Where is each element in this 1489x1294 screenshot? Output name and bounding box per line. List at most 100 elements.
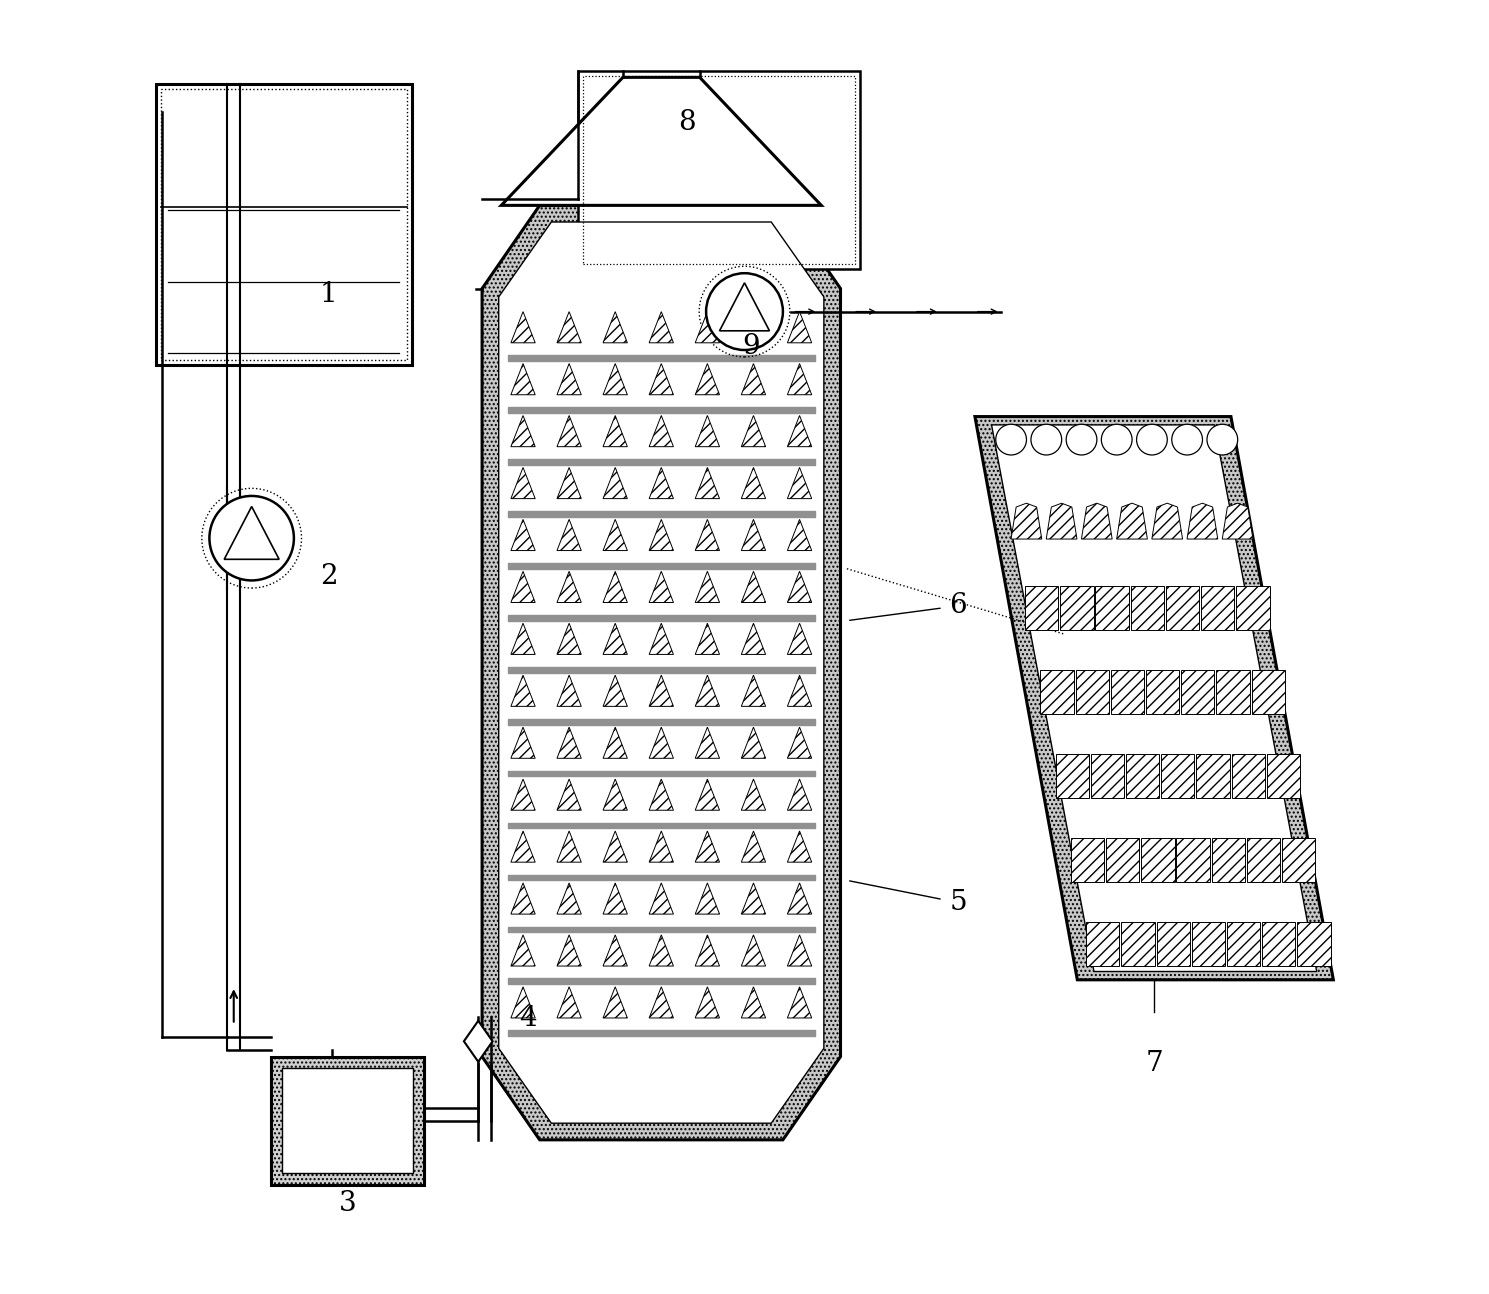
Polygon shape: [1202, 586, 1234, 629]
Polygon shape: [1011, 503, 1042, 540]
Polygon shape: [742, 987, 765, 1018]
Polygon shape: [603, 467, 627, 498]
Bar: [283, 1068, 412, 1174]
Circle shape: [1030, 424, 1062, 455]
Circle shape: [1172, 424, 1203, 455]
Polygon shape: [1282, 839, 1315, 881]
Polygon shape: [695, 934, 719, 967]
Polygon shape: [788, 415, 812, 446]
Polygon shape: [1231, 754, 1264, 797]
Polygon shape: [788, 519, 812, 550]
Circle shape: [706, 273, 783, 349]
Polygon shape: [649, 415, 673, 446]
Polygon shape: [742, 934, 765, 967]
Polygon shape: [557, 883, 581, 914]
Polygon shape: [649, 987, 673, 1018]
Polygon shape: [1147, 670, 1179, 713]
Polygon shape: [742, 675, 765, 707]
Polygon shape: [557, 467, 581, 498]
Polygon shape: [1096, 586, 1129, 629]
Text: 1: 1: [320, 282, 338, 308]
Polygon shape: [511, 519, 535, 550]
Polygon shape: [603, 727, 627, 758]
Polygon shape: [1222, 503, 1252, 540]
Polygon shape: [1236, 586, 1270, 629]
Polygon shape: [557, 675, 581, 707]
Polygon shape: [1191, 923, 1225, 965]
Polygon shape: [1085, 923, 1120, 965]
Polygon shape: [603, 519, 627, 550]
Polygon shape: [742, 415, 765, 446]
Polygon shape: [1152, 503, 1182, 540]
Polygon shape: [695, 364, 719, 395]
Polygon shape: [649, 519, 673, 550]
Polygon shape: [603, 987, 627, 1018]
Polygon shape: [719, 283, 770, 331]
Polygon shape: [992, 424, 1316, 972]
Polygon shape: [557, 831, 581, 862]
Polygon shape: [1161, 754, 1194, 797]
Polygon shape: [649, 572, 673, 603]
Polygon shape: [511, 831, 535, 862]
Polygon shape: [1252, 670, 1285, 713]
Polygon shape: [511, 364, 535, 395]
Polygon shape: [788, 779, 812, 810]
Polygon shape: [1111, 670, 1144, 713]
Circle shape: [996, 424, 1026, 455]
Polygon shape: [649, 883, 673, 914]
Polygon shape: [603, 364, 627, 395]
Polygon shape: [225, 506, 278, 559]
Polygon shape: [695, 467, 719, 498]
Text: 2: 2: [320, 563, 338, 590]
Polygon shape: [695, 987, 719, 1018]
Polygon shape: [1267, 754, 1300, 797]
Polygon shape: [557, 312, 581, 343]
Polygon shape: [557, 727, 581, 758]
Bar: [578, 71, 859, 269]
Text: 6: 6: [950, 591, 966, 619]
Polygon shape: [1227, 923, 1260, 965]
Polygon shape: [649, 467, 673, 498]
Polygon shape: [695, 675, 719, 707]
Polygon shape: [695, 883, 719, 914]
Polygon shape: [649, 364, 673, 395]
Polygon shape: [603, 675, 627, 707]
Polygon shape: [603, 779, 627, 810]
Polygon shape: [1166, 586, 1199, 629]
Polygon shape: [557, 624, 581, 655]
Polygon shape: [1081, 503, 1112, 540]
Polygon shape: [788, 883, 812, 914]
Text: 4: 4: [520, 1004, 538, 1031]
Polygon shape: [649, 779, 673, 810]
Polygon shape: [511, 467, 535, 498]
Bar: [584, 76, 855, 264]
Polygon shape: [788, 675, 812, 707]
Polygon shape: [649, 312, 673, 343]
Polygon shape: [788, 312, 812, 343]
Bar: [156, 84, 411, 365]
Text: 3: 3: [339, 1190, 356, 1218]
Circle shape: [1208, 424, 1237, 455]
Polygon shape: [511, 675, 535, 707]
Polygon shape: [788, 624, 812, 655]
Polygon shape: [603, 883, 627, 914]
Polygon shape: [695, 779, 719, 810]
Polygon shape: [788, 572, 812, 603]
Text: 9: 9: [742, 333, 759, 360]
Polygon shape: [1246, 839, 1281, 881]
Polygon shape: [1212, 839, 1245, 881]
Text: 5: 5: [950, 889, 966, 916]
Polygon shape: [742, 624, 765, 655]
Polygon shape: [511, 883, 535, 914]
Polygon shape: [742, 364, 765, 395]
Polygon shape: [788, 987, 812, 1018]
Text: 8: 8: [677, 109, 695, 136]
Polygon shape: [649, 727, 673, 758]
Polygon shape: [1217, 670, 1249, 713]
Polygon shape: [511, 934, 535, 967]
Polygon shape: [1130, 586, 1164, 629]
Polygon shape: [695, 831, 719, 862]
Polygon shape: [511, 987, 535, 1018]
Polygon shape: [1075, 670, 1109, 713]
Polygon shape: [1106, 839, 1139, 881]
